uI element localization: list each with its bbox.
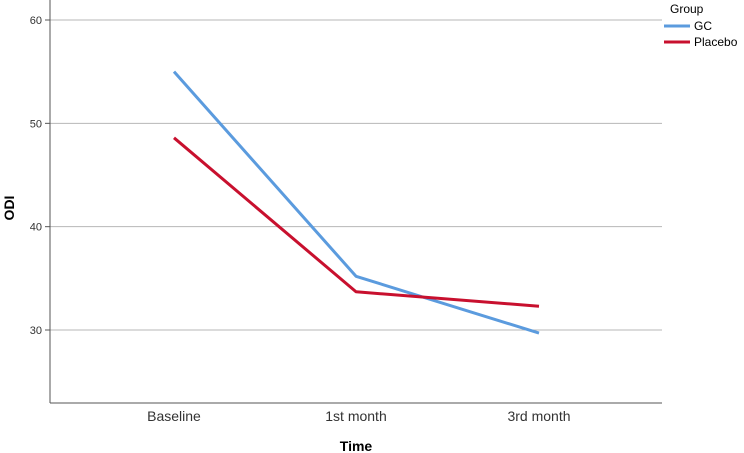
- series-lines: [172, 70, 540, 335]
- x-tick-label: 3rd month: [507, 408, 570, 424]
- legend-label-placebo: Placebo: [694, 35, 738, 49]
- gridlines: [50, 19, 662, 331]
- x-tick-label: Baseline: [147, 408, 201, 424]
- legend: Group GC Placebo: [664, 2, 738, 49]
- y-tick-label: 50: [30, 118, 42, 130]
- y-tick-label: 40: [30, 222, 42, 234]
- legend-label-gc: GC: [694, 19, 712, 33]
- y-tick-label: 60: [30, 15, 42, 27]
- legend-title: Group: [670, 2, 704, 16]
- series-line-gc: [172, 70, 540, 335]
- y-tick-label: 30: [30, 325, 42, 337]
- x-axis-title: Time: [340, 438, 373, 453]
- axes: [45, 0, 662, 404]
- y-axis-title: ODI: [1, 196, 17, 221]
- x-tick-labels: Baseline 1st month 3rd month: [147, 408, 570, 424]
- series-line-placebo: [173, 136, 540, 308]
- x-tick-label: 1st month: [325, 408, 386, 424]
- y-tick-labels: 30 40 50 60: [30, 15, 42, 337]
